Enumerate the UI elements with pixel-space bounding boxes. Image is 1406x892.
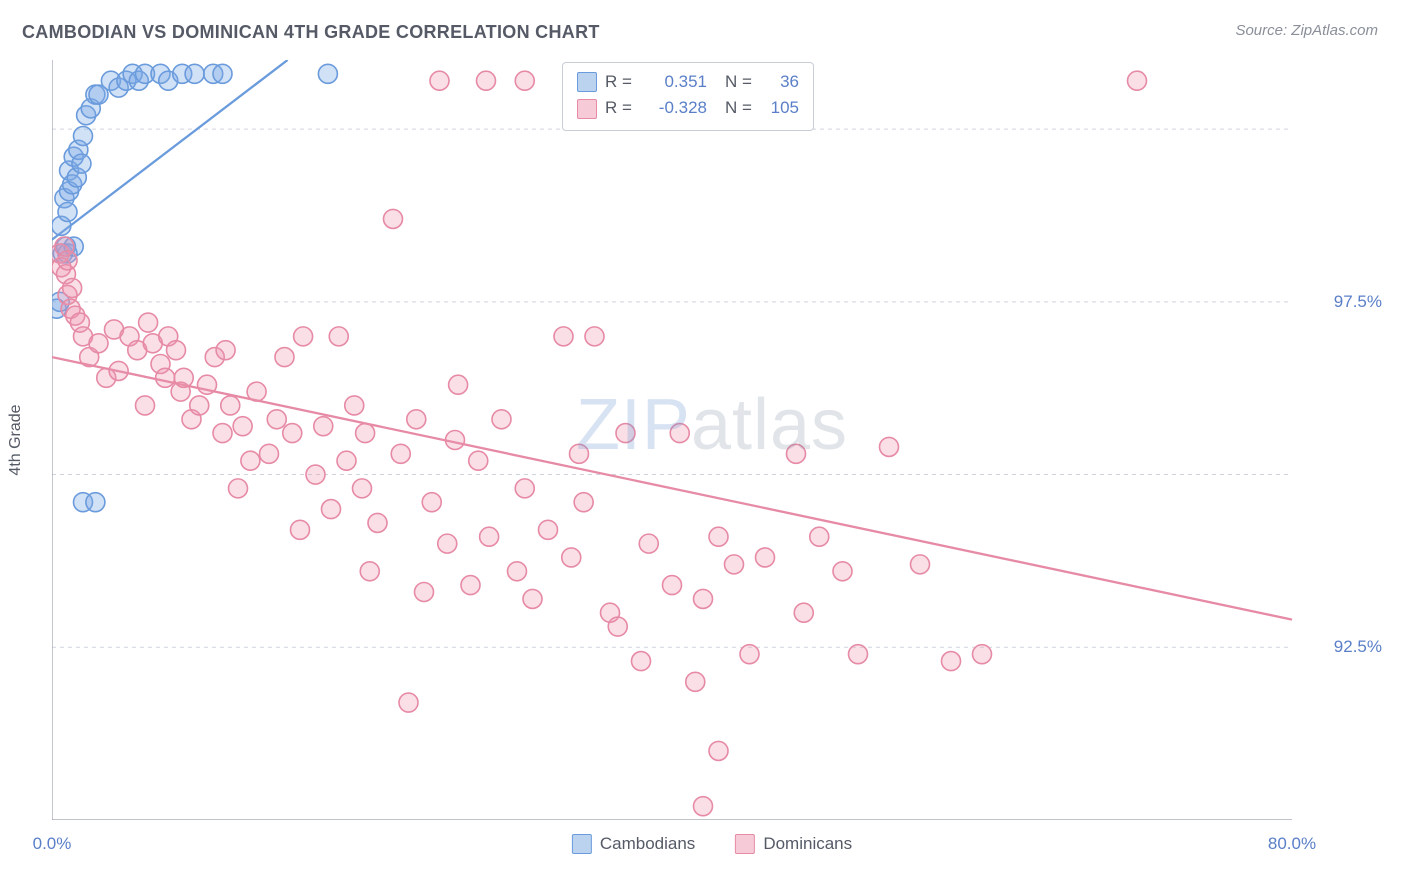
legend-swatch: [577, 99, 597, 119]
series-legend: Cambodians Dominicans: [572, 834, 852, 854]
legend-stats-row: R =-0.328N =105: [577, 95, 799, 121]
y-tick-label: 92.5%: [1302, 637, 1382, 657]
x-tick-label: 80.0%: [1268, 834, 1316, 854]
legend-swatch: [572, 834, 592, 854]
x-tick-label: 0.0%: [33, 834, 72, 854]
legend-item: Dominicans: [735, 834, 852, 854]
legend-stats-row: R =0.351N =36: [577, 69, 799, 95]
legend-item: Cambodians: [572, 834, 695, 854]
legend-label: Cambodians: [600, 834, 695, 854]
y-tick-label: 97.5%: [1302, 292, 1382, 312]
scatter-plot-svg: [52, 60, 1372, 820]
chart-title: CAMBODIAN VS DOMINICAN 4TH GRADE CORRELA…: [22, 22, 600, 43]
y-axis-title: 4th Grade: [7, 404, 25, 475]
chart-area: 4th Grade ZIPatlas R =0.351N =36R =-0.32…: [52, 60, 1372, 820]
source-attribution: Source: ZipAtlas.com: [1235, 22, 1378, 39]
legend-swatch: [735, 834, 755, 854]
legend-swatch: [577, 72, 597, 92]
legend-label: Dominicans: [763, 834, 852, 854]
stats-legend-box: R =0.351N =36R =-0.328N =105: [562, 62, 814, 131]
